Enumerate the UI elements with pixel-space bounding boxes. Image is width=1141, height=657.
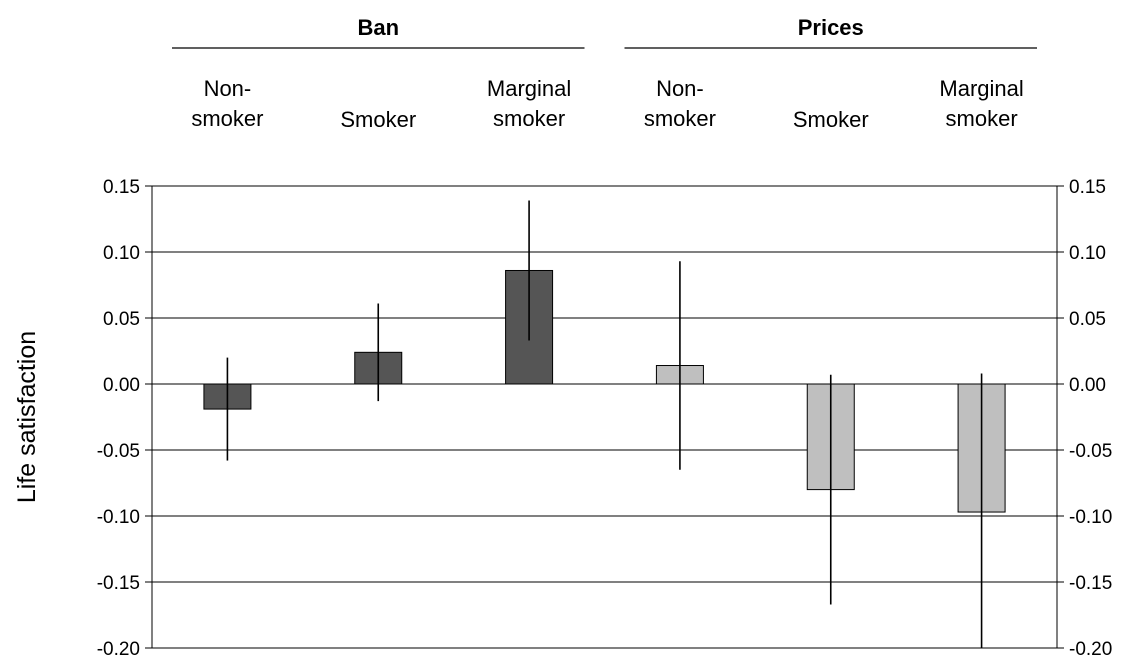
- y-tick-label-left: 0.05: [103, 309, 140, 330]
- label-layer: Non-smoker Smoker Marginal smoker Ban Non-smo…: [172, 15, 1037, 132]
- y-tick-label-left: 0.15: [103, 177, 140, 198]
- group-label: Prices: [798, 15, 864, 40]
- category-label: smoker: [191, 106, 263, 131]
- y-tick-label-right: -0.15: [1069, 573, 1112, 594]
- error-layer: [226, 200, 983, 648]
- y-axis-label: Life satisfaction: [13, 331, 41, 503]
- y-tick-label-right: 0.05: [1069, 309, 1106, 330]
- category-label: Smoker: [793, 107, 869, 132]
- category-label: smoker: [644, 106, 716, 131]
- y-tick-label-right: -0.20: [1069, 639, 1112, 657]
- y-tick-label-right: 0.15: [1069, 177, 1106, 198]
- group-label: Ban: [357, 15, 399, 40]
- category-label: Marginal: [487, 76, 571, 101]
- category-label: smoker: [493, 106, 565, 131]
- y-tick-label-left: -0.05: [97, 441, 140, 462]
- bar-layer: [203, 269, 1006, 513]
- y-tick-label-left: -0.15: [97, 573, 140, 594]
- y-tick-label-left: -0.20: [97, 639, 140, 657]
- category-label: Non-: [656, 76, 704, 101]
- axis-layer: 0.15 0.15 0.10 0.10 0.05 0.05 0.00 0.00 -0.05 -0.…: [97, 177, 1113, 657]
- y-tick-label-right: -0.05: [1069, 441, 1112, 462]
- grid-layer: [152, 185, 1057, 649]
- y-tick-label-left: 0.10: [103, 243, 140, 264]
- category-label: Smoker: [340, 107, 416, 132]
- category-label: Marginal: [939, 76, 1023, 101]
- category-label: smoker: [946, 106, 1018, 131]
- y-tick-label-left: 0.00: [103, 375, 140, 396]
- y-tick-label-right: -0.10: [1069, 507, 1112, 528]
- y-tick-label-right: 0.10: [1069, 243, 1106, 264]
- y-tick-label-right: 0.00: [1069, 375, 1106, 396]
- y-tick-label-left: -0.10: [97, 507, 140, 528]
- category-label: Non-: [204, 76, 252, 101]
